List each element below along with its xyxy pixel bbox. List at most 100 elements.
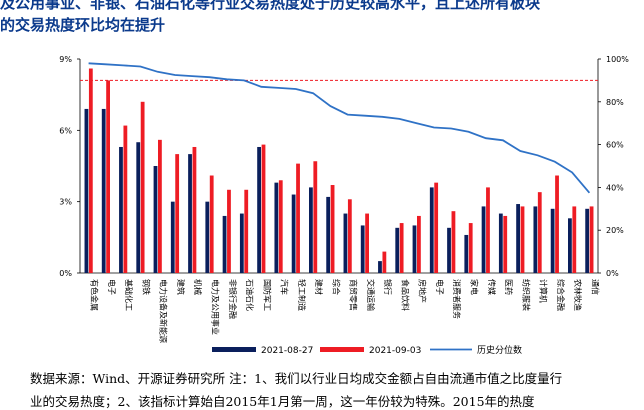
bar-2021-08-27 xyxy=(568,218,572,273)
category-label: 电力设备及新能源 xyxy=(159,279,169,343)
bar-2021-09-03 xyxy=(296,163,300,273)
footnote-line-2: 业的交易热度；2、该指标计算始自2015年1月第一周，这一年份较为特殊。2015… xyxy=(30,394,535,409)
category-label: 计算机 xyxy=(539,279,549,303)
right-tick-label: 80% xyxy=(606,98,624,107)
bar-2021-09-03 xyxy=(589,206,594,273)
bar-2021-09-03 xyxy=(330,185,335,273)
left-tick-label: 3% xyxy=(59,198,72,207)
category-label: 国防军工 xyxy=(262,279,272,311)
category-label: 建材 xyxy=(314,279,324,295)
category-label: 房地产 xyxy=(418,279,428,303)
category-label: 钢铁 xyxy=(141,279,151,295)
bar-2021-09-03 xyxy=(158,139,162,273)
category-label: 农林牧渔 xyxy=(573,279,583,311)
category-label: 石油石化 xyxy=(245,279,255,311)
bar-2021-09-03 xyxy=(175,154,180,273)
category-label: 电力及公用事业 xyxy=(211,279,221,335)
bar-2021-09-03 xyxy=(451,211,456,273)
bar-2021-08-27 xyxy=(533,206,538,273)
bar-2021-08-27 xyxy=(205,201,210,273)
combo-chart: 0%3%6%9%0%20%40%60%80%100%有色金属 电子 基础化工 钢铁 电力… xyxy=(59,55,629,356)
category-label: 轻工制造 xyxy=(297,279,307,311)
headline-line-1: 及公用事业、非银、石油石化等行业交易热度处于历史较高水平，且上述所有板块 xyxy=(0,0,541,12)
bar-2021-08-27 xyxy=(257,146,261,273)
bar-2021-09-03 xyxy=(399,223,404,273)
bar-2021-08-27 xyxy=(550,208,555,273)
right-tick-label: 0% xyxy=(606,269,619,278)
bar-2021-08-27 xyxy=(464,234,469,273)
bar-2021-08-27 xyxy=(343,213,348,273)
right-tick-label: 60% xyxy=(606,141,624,150)
category-label: 基础化工 xyxy=(124,279,134,311)
category-label: 家电 xyxy=(470,279,480,295)
category-label: 通信 xyxy=(590,279,600,295)
bar-2021-09-03 xyxy=(209,175,214,273)
category-label: 传媒 xyxy=(487,279,497,295)
right-tick-label: 20% xyxy=(606,226,624,235)
category-label: 电子 xyxy=(435,279,445,295)
legend-label-2021-08-27: 2021-08-27 xyxy=(261,346,313,356)
bar-2021-08-27 xyxy=(274,182,279,273)
bar-2021-09-03 xyxy=(572,206,577,273)
bar-2021-09-03 xyxy=(244,189,249,273)
category-label: 电子 xyxy=(107,279,117,295)
left-tick-label: 9% xyxy=(59,55,72,64)
bar-2021-08-27 xyxy=(170,201,175,273)
bar-2021-09-03 xyxy=(278,180,283,273)
bar-2021-08-27 xyxy=(222,215,227,273)
headline: 及公用事业、非银、石油石化等行业交易热度处于历史较高水平，且上述所有板块 的交易… xyxy=(0,0,644,36)
left-tick-label: 0% xyxy=(59,269,72,278)
bar-2021-09-03 xyxy=(555,175,559,273)
bar-2021-08-27 xyxy=(481,206,486,273)
category-label: 汽车 xyxy=(280,279,290,295)
bar-2021-08-27 xyxy=(378,261,382,273)
legend-label-2021-09-03: 2021-09-03 xyxy=(369,346,421,356)
category-label: 机械 xyxy=(193,279,203,295)
legend-swatch-2021-09-03 xyxy=(320,347,364,352)
category-label: 综合 xyxy=(331,279,341,295)
bar-2021-08-27 xyxy=(360,225,365,273)
legend-swatch-2021-08-27 xyxy=(212,347,256,352)
category-label: 有色金属 xyxy=(90,279,100,311)
bar-2021-09-03 xyxy=(434,182,439,273)
category-label: 消费者服务 xyxy=(452,279,462,319)
percentile-line xyxy=(88,62,591,194)
bar-2021-09-03 xyxy=(486,187,490,273)
category-label: 纺织服装 xyxy=(521,279,531,311)
bar-2021-09-03 xyxy=(140,101,145,273)
bar-2021-09-03 xyxy=(227,189,231,273)
bar-2021-09-03 xyxy=(520,206,525,273)
bar-2021-08-27 xyxy=(412,225,417,273)
bar-2021-09-03 xyxy=(106,80,110,274)
bar-2021-09-03 xyxy=(468,223,473,273)
right-tick-label: 40% xyxy=(606,183,624,192)
bar-2021-08-27 xyxy=(585,208,590,273)
bar-2021-09-03 xyxy=(192,146,197,273)
bar-2021-09-03 xyxy=(382,251,387,273)
bar-2021-08-27 xyxy=(119,146,123,273)
bar-2021-09-03 xyxy=(88,68,93,273)
bar-2021-08-27 xyxy=(429,187,434,273)
bar-2021-09-03 xyxy=(503,215,508,273)
category-label: 食品饮料 xyxy=(400,279,410,311)
left-tick-label: 6% xyxy=(59,126,72,135)
legend-label-percentile: 历史分位数 xyxy=(477,344,522,356)
bar-2021-08-27 xyxy=(188,154,192,273)
bar-2021-08-27 xyxy=(395,227,400,273)
category-label: 建筑 xyxy=(176,279,186,295)
right-tick-label: 100% xyxy=(606,55,629,64)
footnote-line-1: 数据来源：Wind、开源证券研究所 注：1、我们以行业日均成交金额占自由流通市值… xyxy=(30,371,563,386)
bar-2021-08-27 xyxy=(291,194,296,273)
bar-2021-08-27 xyxy=(153,166,158,273)
category-label: 商贸零售 xyxy=(349,279,359,311)
category-label: 交通运输 xyxy=(366,279,376,311)
bar-2021-08-27 xyxy=(326,196,331,273)
bar-2021-09-03 xyxy=(261,144,266,273)
category-label: 综合金融 xyxy=(556,279,566,311)
bar-2021-08-27 xyxy=(239,213,244,273)
bar-2021-09-03 xyxy=(123,125,128,273)
bar-2021-08-27 xyxy=(447,227,451,273)
category-label: 银行 xyxy=(383,279,393,295)
bar-2021-08-27 xyxy=(516,204,520,273)
bar-2021-09-03 xyxy=(537,192,542,273)
